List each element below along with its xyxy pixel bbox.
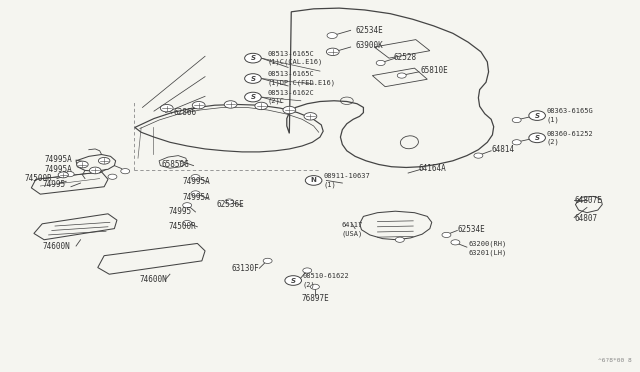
Text: 74995A: 74995A [44,155,72,164]
Circle shape [304,113,317,120]
Text: 64814: 64814 [491,145,515,154]
Text: S: S [250,94,255,100]
Text: S: S [291,278,296,283]
Circle shape [303,268,312,273]
Text: 74500R: 74500R [168,221,196,231]
Text: 63130F: 63130F [232,264,260,273]
Text: ^6?8*00 8: ^6?8*00 8 [598,358,632,363]
Text: 08510-61622
(2): 08510-61622 (2) [302,273,349,288]
Circle shape [512,118,521,123]
Circle shape [255,102,268,110]
Text: N: N [310,177,317,183]
Text: 62534E: 62534E [458,225,485,234]
Text: 74995: 74995 [42,180,65,189]
Circle shape [182,203,191,208]
Text: 08513-6162C
(2)C: 08513-6162C (2)C [268,90,314,104]
Text: 64807: 64807 [574,214,597,223]
Circle shape [244,92,261,102]
Text: S: S [534,135,540,141]
Text: 62528: 62528 [394,52,417,61]
Circle shape [396,237,404,242]
Text: 74995A: 74995A [182,193,211,202]
Circle shape [225,199,234,204]
Text: 74600N: 74600N [42,242,70,251]
Circle shape [77,161,88,168]
Text: 63900K: 63900K [355,41,383,51]
Circle shape [244,74,261,83]
Circle shape [283,106,296,114]
Text: 63200(RH)
63201(LH): 63200(RH) 63201(LH) [468,241,506,256]
Circle shape [529,111,545,121]
Text: 74600N: 74600N [140,275,168,284]
Text: 65850G: 65850G [162,160,189,169]
Circle shape [192,102,205,109]
Text: 62866: 62866 [173,108,196,117]
Circle shape [121,169,130,174]
Circle shape [191,191,200,196]
Text: 08911-10637
(1): 08911-10637 (1) [323,173,370,188]
Circle shape [442,232,451,237]
Text: 76897E: 76897E [301,294,329,303]
Text: S: S [534,113,540,119]
Text: 74995: 74995 [168,207,191,216]
Text: 64117
(USA): 64117 (USA) [341,222,362,237]
Circle shape [224,101,237,108]
Text: 08513-6165C
(1)DP.C(FED.E16): 08513-6165C (1)DP.C(FED.E16) [268,71,335,86]
Circle shape [285,276,301,285]
Circle shape [58,172,68,178]
Text: 65810E: 65810E [421,66,449,75]
Circle shape [244,53,261,63]
Text: 64164A: 64164A [419,164,447,173]
Text: 08363-6165G
(1): 08363-6165G (1) [546,108,593,123]
Circle shape [474,153,483,158]
Circle shape [327,33,337,38]
Text: 74500R: 74500R [25,174,52,183]
Circle shape [90,167,101,174]
Text: 74995A: 74995A [44,165,72,174]
Circle shape [108,174,117,179]
Circle shape [326,48,339,55]
Circle shape [65,171,74,177]
Text: 74995A: 74995A [182,177,211,186]
Circle shape [529,133,545,142]
Text: 62536E: 62536E [216,200,244,209]
Circle shape [305,176,322,185]
Text: S: S [250,76,255,81]
Circle shape [99,157,110,164]
Text: S: S [250,55,255,61]
Circle shape [512,140,521,145]
Text: 62534E: 62534E [355,26,383,35]
Circle shape [451,240,460,245]
Text: 08513-6165C
(1)C(CAL.E16): 08513-6165C (1)C(CAL.E16) [268,51,323,65]
Text: 64807E: 64807E [574,196,602,205]
Circle shape [310,284,319,289]
Circle shape [161,105,173,112]
Circle shape [376,60,385,65]
Circle shape [191,174,200,180]
Text: 08360-61252
(2): 08360-61252 (2) [546,131,593,145]
Circle shape [397,73,406,78]
Circle shape [263,258,272,263]
Circle shape [182,221,191,226]
